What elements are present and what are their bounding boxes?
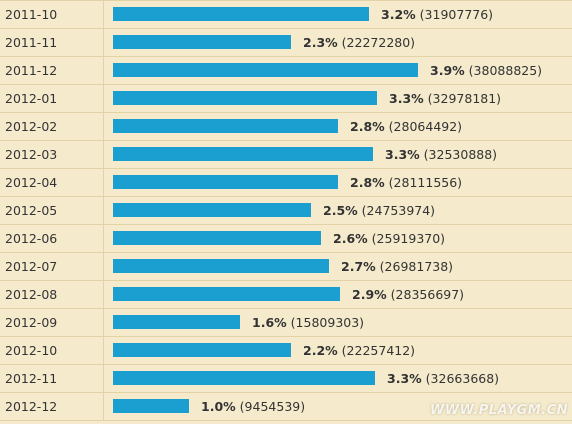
- chart-row: 2011-11 2.3% (22272280): [0, 28, 572, 56]
- category-label: 2011-10: [0, 1, 104, 28]
- percent-label: 3.3%: [385, 147, 420, 162]
- category-label: 2012-11: [0, 365, 104, 392]
- count-label: (32530888): [423, 147, 498, 162]
- value-label: 2.8% (28111556): [350, 169, 462, 196]
- percent-label: 2.3%: [303, 35, 338, 50]
- percent-label: 2.7%: [341, 259, 376, 274]
- bar: [113, 371, 375, 385]
- category-label: 2012-10: [0, 337, 104, 364]
- bar: [113, 91, 377, 105]
- chart-row: 2012-08 2.9% (28356697): [0, 280, 572, 308]
- chart-row: 2012-12 1.0% (9454539): [0, 392, 572, 421]
- chart-row: 2012-05 2.5% (24753974): [0, 196, 572, 224]
- value-label: 3.3% (32663668): [387, 365, 499, 392]
- category-label: 2012-12: [0, 393, 104, 420]
- category-label: 2012-03: [0, 141, 104, 168]
- value-label: 2.8% (28064492): [350, 113, 462, 140]
- category-label: 2012-09: [0, 309, 104, 336]
- percent-label: 1.0%: [201, 399, 236, 414]
- bar: [113, 63, 418, 77]
- chart-row: 2012-09 1.6% (15809303): [0, 308, 572, 336]
- value-label: 2.9% (28356697): [352, 281, 464, 308]
- chart-row: 2012-10 2.2% (22257412): [0, 336, 572, 364]
- count-label: (31907776): [419, 7, 494, 22]
- chart-row: 2012-03 3.3% (32530888): [0, 140, 572, 168]
- watermark-logo: WWW.PLAYGM.CN: [429, 403, 568, 418]
- category-label: 2012-08: [0, 281, 104, 308]
- value-label: 1.6% (15809303): [252, 309, 364, 336]
- value-label: 2.2% (22257412): [303, 337, 415, 364]
- percent-label: 3.3%: [389, 91, 424, 106]
- percent-label: 2.2%: [303, 343, 338, 358]
- bar: [113, 119, 338, 133]
- chart-row: 2012-06 2.6% (25919370): [0, 224, 572, 252]
- count-label: (15809303): [290, 315, 365, 330]
- count-label: (28356697): [390, 287, 465, 302]
- count-label: (28111556): [388, 175, 463, 190]
- bar: [113, 259, 329, 273]
- percent-label: 3.9%: [430, 63, 465, 78]
- value-label: 3.9% (38088825): [430, 57, 542, 84]
- count-label: (24753974): [361, 203, 436, 218]
- value-label: 3.3% (32530888): [385, 141, 497, 168]
- percent-label: 1.6%: [252, 315, 287, 330]
- count-label: (28064492): [388, 119, 463, 134]
- category-label: 2012-05: [0, 197, 104, 224]
- count-label: (9454539): [239, 399, 306, 414]
- category-label: 2012-04: [0, 169, 104, 196]
- chart-row: 2012-02 2.8% (28064492): [0, 112, 572, 140]
- bar: [113, 231, 321, 245]
- category-label: 2012-06: [0, 225, 104, 252]
- bar: [113, 315, 240, 329]
- bar: [113, 399, 189, 413]
- percent-label: 2.9%: [352, 287, 387, 302]
- percent-label: 2.5%: [323, 203, 358, 218]
- percent-label: 3.2%: [381, 7, 416, 22]
- chart-row: 2012-11 3.3% (32663668): [0, 364, 572, 392]
- chart-row: 2012-07 2.7% (26981738): [0, 252, 572, 280]
- bar: [113, 147, 373, 161]
- value-label: 3.3% (32978181): [389, 85, 501, 112]
- value-label: 2.3% (22272280): [303, 29, 415, 56]
- value-label: 2.6% (25919370): [333, 225, 445, 252]
- category-label: 2011-12: [0, 57, 104, 84]
- category-label: 2011-11: [0, 29, 104, 56]
- bar: [113, 35, 291, 49]
- chart-row: 2011-10 3.2% (31907776): [0, 0, 572, 28]
- bar: [113, 343, 291, 357]
- count-label: (22272280): [341, 35, 416, 50]
- category-label: 2012-01: [0, 85, 104, 112]
- count-label: (25919370): [371, 231, 446, 246]
- count-label: (38088825): [468, 63, 543, 78]
- value-label: 2.5% (24753974): [323, 197, 435, 224]
- bar: [113, 203, 311, 217]
- percent-label: 2.6%: [333, 231, 368, 246]
- chart-row: 2012-04 2.8% (28111556): [0, 168, 572, 196]
- category-label: 2012-07: [0, 253, 104, 280]
- bar: [113, 7, 369, 21]
- percent-label: 2.8%: [350, 119, 385, 134]
- percent-label: 2.8%: [350, 175, 385, 190]
- count-label: (32663668): [425, 371, 500, 386]
- percent-label: 3.3%: [387, 371, 422, 386]
- count-label: (32978181): [427, 91, 502, 106]
- count-label: (22257412): [341, 343, 416, 358]
- count-label: (26981738): [379, 259, 454, 274]
- category-label: 2012-02: [0, 113, 104, 140]
- chart-row: 2012-01 3.3% (32978181): [0, 84, 572, 112]
- value-label: 3.2% (31907776): [381, 1, 493, 28]
- value-label: 1.0% (9454539): [201, 393, 305, 420]
- bar: [113, 175, 338, 189]
- chart-row: 2011-12 3.9% (38088825): [0, 56, 572, 84]
- bar: [113, 287, 340, 301]
- value-label: 2.7% (26981738): [341, 253, 453, 280]
